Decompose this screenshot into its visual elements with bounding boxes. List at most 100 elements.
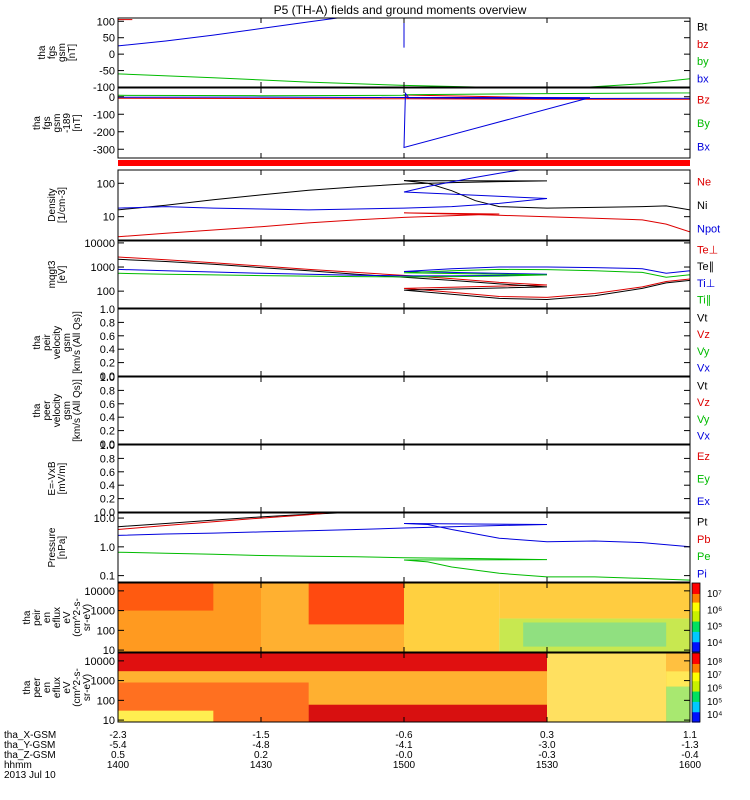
footer-date: 2013 Jul 10 <box>4 770 56 781</box>
spectrogram-cell <box>118 583 214 611</box>
legend-entry: Pe <box>697 551 710 563</box>
colorbar-cell <box>692 620 700 624</box>
colorbar-cell <box>692 673 700 677</box>
y-axis-label: velocity <box>52 394 63 427</box>
y-axis-label: [eV] <box>57 265 68 283</box>
panel-frame <box>117 308 691 377</box>
colorbar-cell <box>692 588 700 591</box>
legend-entry: Bx <box>697 141 710 153</box>
y-axis-label: sr-eV) <box>82 604 93 631</box>
colorbar-cell <box>692 650 700 653</box>
colorbar-cell <box>692 677 700 680</box>
colorbar-cell <box>692 584 700 588</box>
y-axis-label: peer <box>32 677 43 698</box>
y-axis-label: tha <box>22 680 33 694</box>
y-axis-label: [mV/m] <box>57 462 68 494</box>
footer-row-label: tha_Y-GSM <box>4 740 55 751</box>
colorbar-cell <box>692 696 700 699</box>
y-tick-label: 1.0 <box>100 372 115 384</box>
y-axis-label: eV <box>62 681 73 694</box>
legend-entry: Vz <box>697 329 710 341</box>
panel-frame <box>117 376 691 445</box>
footer-value: -4.8 <box>252 740 270 751</box>
y-axis-label: [1/cm-3] <box>57 187 68 223</box>
legend-entry: Vx <box>697 431 710 443</box>
colorbar-cell <box>692 716 700 720</box>
colorbar-cell <box>692 692 700 695</box>
y-tick-label: 0.8 <box>100 317 115 329</box>
colorbar-cell <box>692 720 700 723</box>
y-axis-label: [nPa] <box>57 536 68 560</box>
y-tick-label: 0.6 <box>100 399 115 411</box>
colorbar-cell <box>692 633 700 636</box>
spectrogram-peir-spectrogram <box>118 583 690 652</box>
y-axis-label: gsm <box>62 401 73 420</box>
footer-value: 1530 <box>536 760 559 771</box>
y-tick-label: 0.1 <box>100 571 115 583</box>
legend-entry: bz <box>697 39 709 51</box>
footer-ephemeris: tha_X-GSM -2.3 -1.5 -0.6 0.3 1.1 tha_Y-GSM -5.4… <box>4 730 702 781</box>
y-tick-label: 10 <box>103 715 115 727</box>
colorbar-frame <box>691 652 701 723</box>
y-tick-label: 10 <box>103 212 115 224</box>
panel-pressure: 0.1 1.0 10.0 Pressure [nPa] Pt Pb Pe Pi <box>47 512 710 583</box>
colorbar-cell <box>692 718 700 721</box>
y-tick-label: -300 <box>93 144 115 156</box>
colorbar-cell <box>692 690 700 694</box>
legend-entry: by <box>697 56 709 68</box>
legend-entry: Pt <box>697 517 707 529</box>
y-axis-label: fgs <box>47 46 58 59</box>
y-tick-label: 0.4 <box>100 344 115 356</box>
legend-entry: Ni <box>697 200 707 212</box>
legend-entry: Bt <box>697 22 707 34</box>
y-tick-label: 0.8 <box>100 453 115 465</box>
footer-value: -5.4 <box>109 740 127 751</box>
spectrogram-cell <box>547 653 667 722</box>
spectrogram-peer-spectrogram <box>118 653 690 722</box>
colorbar-cell <box>692 659 700 663</box>
colorbar-cell <box>692 634 700 638</box>
panel-fgs: 100 50 0 -50 -100 tha fgs gsm [nT] Bt bz by bx <box>37 16 709 94</box>
series-line-Npot <box>118 170 548 211</box>
legend-entry: Ti∥ <box>697 295 711 307</box>
colorbar-tick-label: 10⁷ <box>707 589 722 600</box>
colorbar-cell <box>692 608 700 612</box>
footer-row-label: tha_X-GSM <box>4 730 56 741</box>
colorbar-cell <box>692 583 700 586</box>
colorbar-tick-label: 10⁴ <box>707 638 722 649</box>
y-tick-label: 0 <box>109 49 115 61</box>
spectrogram-cell <box>666 671 690 687</box>
colorbar-cell <box>692 675 700 678</box>
spectrogram-cell <box>523 622 667 647</box>
colorbar-cell <box>692 593 700 596</box>
colorbar-cell <box>692 643 700 646</box>
y-tick-label: -100 <box>93 109 115 121</box>
series-line-Pe <box>118 551 690 581</box>
colorbar-cell <box>692 638 700 641</box>
legend-entry: Ne <box>697 177 711 189</box>
panel-peer-spectrogram: 10⁸ 10⁷ 10⁶ 10⁵ 10⁴ 10 100 1000 10000 tha peer en ef… <box>22 652 722 727</box>
colorbar-cell <box>692 598 700 601</box>
series-line-Bx <box>118 91 690 149</box>
series-line-by <box>589 18 690 87</box>
y-axis-label: tha <box>22 610 33 624</box>
y-tick-label: 0.4 <box>100 480 115 492</box>
footer-value: -2.3 <box>109 730 127 741</box>
spectrogram-cell <box>404 583 500 652</box>
y-tick-label: -50 <box>99 66 115 78</box>
legend-entry: Vt <box>697 380 707 392</box>
spectrogram-cell <box>118 710 214 722</box>
y-axis-label: sr-eV) <box>82 674 93 701</box>
y-axis-label: peir <box>42 333 53 350</box>
colorbar-tick-label: 10⁶ <box>707 605 722 616</box>
y-tick-label: 10 <box>103 645 115 657</box>
colorbar-tick-label: 10⁷ <box>707 670 722 681</box>
y-axis-label: velocity <box>52 326 63 359</box>
legend-entry: Pb <box>697 534 710 546</box>
colorbar-cell <box>692 656 700 659</box>
colorbar-tick-label: 10⁶ <box>707 684 722 695</box>
y-tick-label: 0.6 <box>100 467 115 479</box>
colorbar-cell <box>692 704 700 708</box>
